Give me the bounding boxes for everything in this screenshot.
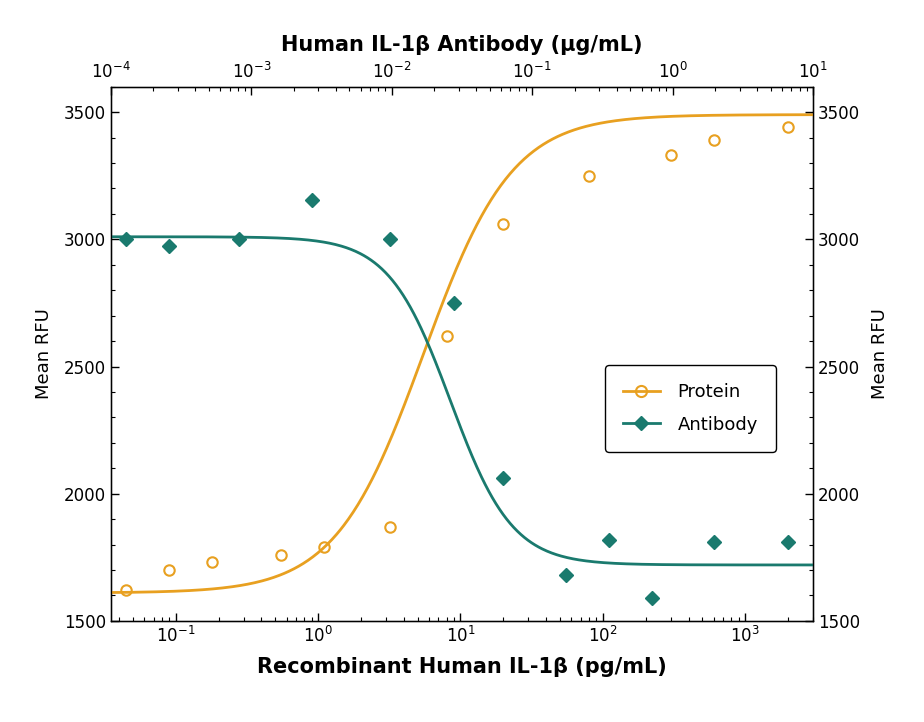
Y-axis label: Mean RFU: Mean RFU	[871, 308, 889, 399]
Y-axis label: Mean RFU: Mean RFU	[35, 308, 53, 399]
X-axis label: Recombinant Human IL-1β (pg/mL): Recombinant Human IL-1β (pg/mL)	[257, 657, 667, 677]
X-axis label: Human IL-1β Antibody (μg/mL): Human IL-1β Antibody (μg/mL)	[281, 35, 643, 55]
Legend: Protein, Antibody: Protein, Antibody	[605, 365, 776, 451]
